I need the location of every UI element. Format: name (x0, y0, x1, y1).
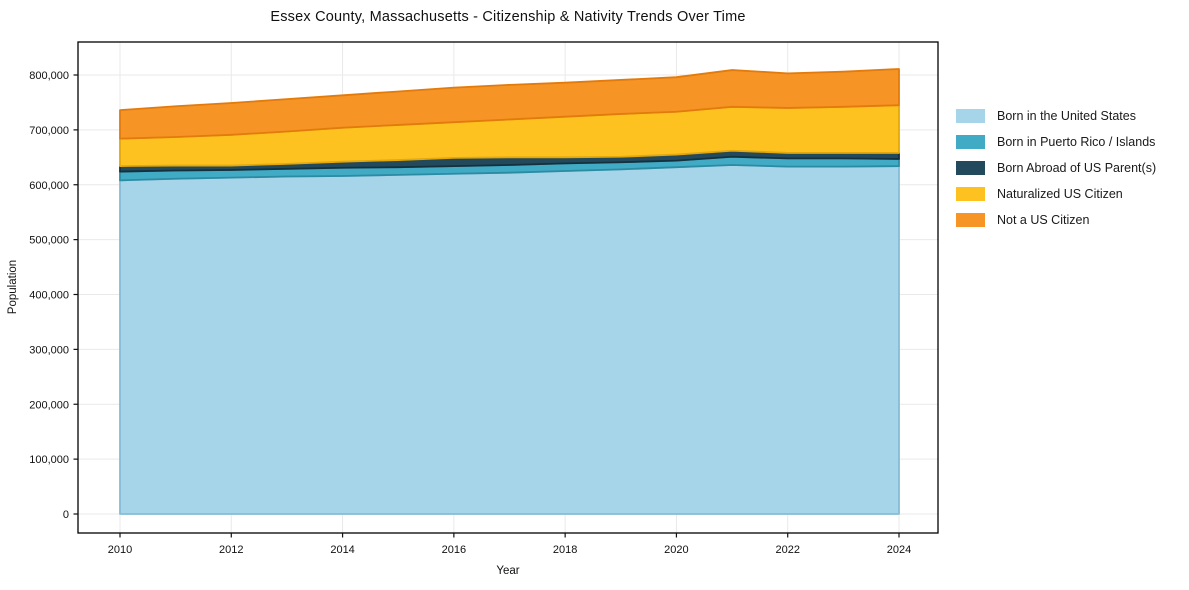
x-tick-label: 2014 (330, 544, 354, 556)
legend-swatch-icon (956, 134, 985, 149)
y-tick-label: 700,000 (29, 125, 69, 137)
legend-swatch-icon (956, 186, 985, 201)
legend-label: Not a US Citizen (997, 212, 1090, 227)
plot-border (77, 41, 939, 534)
legend-label: Born in Puerto Rico / Islands (997, 134, 1156, 149)
legend-label: Naturalized US Citizen (997, 186, 1123, 201)
legend-item: Born in the United States (956, 108, 1156, 123)
x-tick-label: 2010 (108, 544, 132, 556)
x-tick-label: 2022 (775, 544, 799, 556)
legend-swatch-icon (956, 108, 985, 123)
x-tick-label: 2016 (442, 544, 466, 556)
x-tick-label: 2024 (887, 544, 911, 556)
y-tick-label: 500,000 (29, 235, 69, 247)
y-tick-label: 300,000 (29, 344, 69, 356)
legend-label: Born Abroad of US Parent(s) (997, 160, 1157, 175)
legend-item: Born Abroad of US Parent(s) (956, 160, 1156, 175)
x-axis-label: Year (496, 565, 520, 577)
area-not-a-us-citizen (119, 68, 900, 140)
y-axis-label: Population (7, 259, 19, 315)
chart-title: Essex County, Massachusetts - Citizenshi… (270, 9, 746, 25)
y-tick-label: 200,000 (29, 399, 69, 411)
legend-label: Born in the United States (997, 108, 1136, 123)
legend-swatch-icon (956, 160, 985, 175)
area-born-in-the-united-states (119, 164, 900, 515)
y-tick-label: 0 (63, 509, 69, 521)
y-tick-label: 400,000 (29, 290, 69, 302)
legend-item: Naturalized US Citizen (956, 186, 1156, 201)
x-tick-label: 2020 (664, 544, 688, 556)
y-tick-label: 800,000 (29, 70, 69, 82)
legend-item: Not a US Citizen (956, 212, 1156, 227)
y-tick-label: 100,000 (29, 454, 69, 466)
legend: Born in the United States Born in Puerto … (956, 108, 1156, 238)
legend-swatch-icon (956, 212, 985, 227)
legend-item: Born in Puerto Rico / Islands (956, 134, 1156, 149)
x-tick-label: 2018 (553, 544, 577, 556)
y-tick-label: 600,000 (29, 180, 69, 192)
x-tick-label: 2012 (219, 544, 243, 556)
